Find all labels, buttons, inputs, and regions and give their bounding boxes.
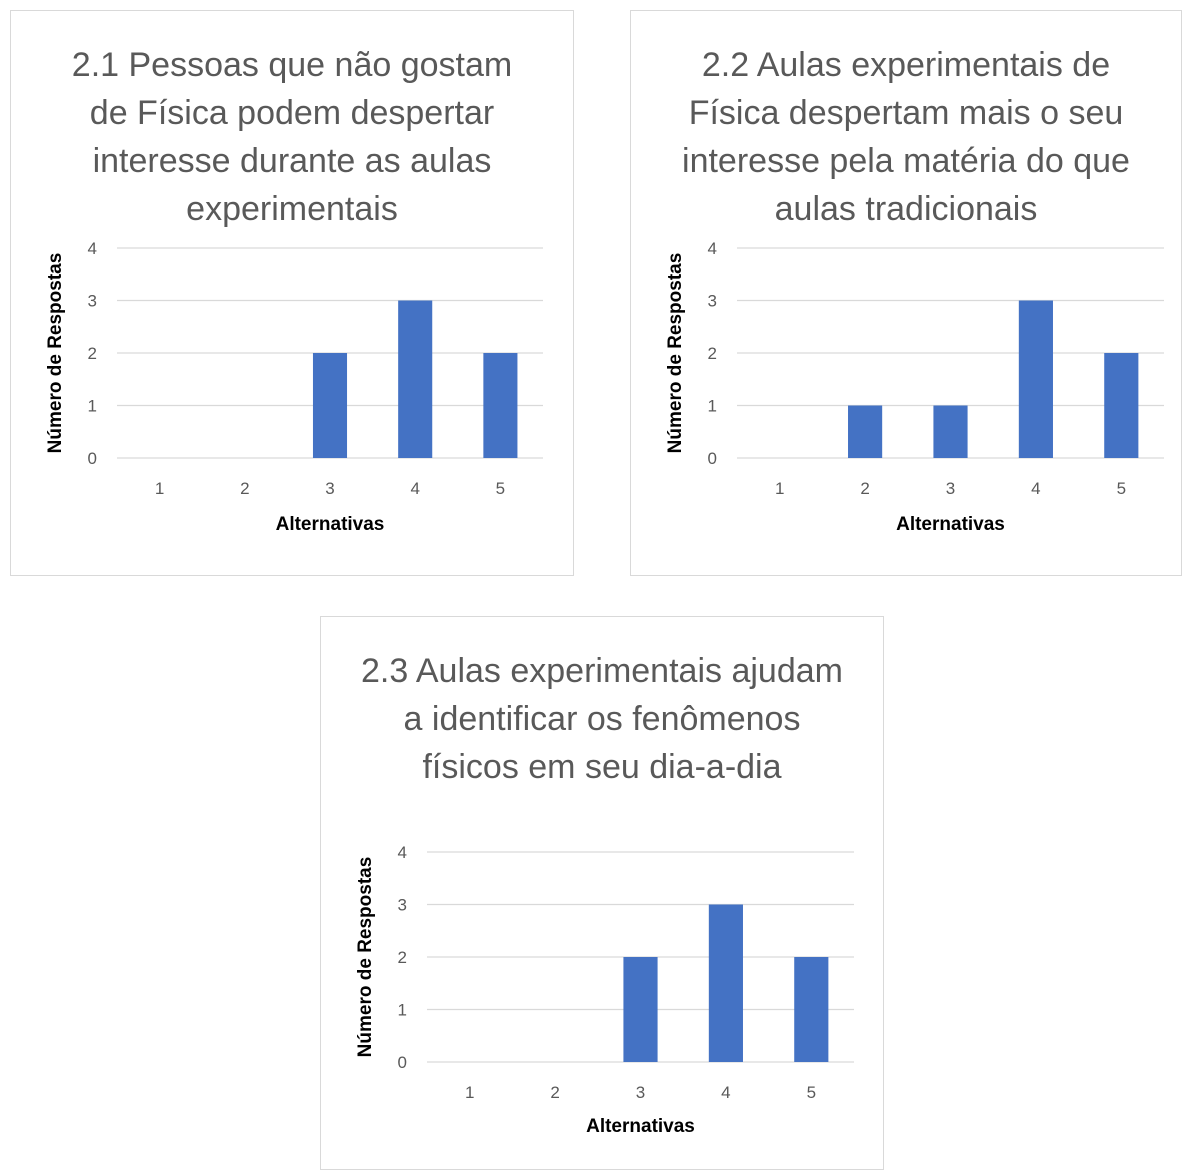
bar [1104, 353, 1139, 458]
y-tick-label: 4 [398, 843, 407, 862]
chart-panel-2-2: 2.2 Aulas experimentais de Física desper… [630, 10, 1182, 576]
chart-panel-2-1: 2.1 Pessoas que não gostam de Física pod… [10, 10, 574, 576]
x-tick-label: 2 [550, 1083, 559, 1102]
x-tick-label: 5 [496, 479, 505, 498]
y-axis-title: Número de Respostas [45, 253, 66, 454]
bar [312, 353, 348, 458]
y-tick-label: 3 [398, 896, 407, 915]
y-tick-label: 2 [398, 948, 407, 967]
y-tick-label: 4 [708, 239, 717, 258]
x-axis-title: Alternativas [586, 1116, 695, 1137]
x-tick-label: 1 [155, 479, 164, 498]
bar [483, 353, 518, 458]
x-tick-label: 4 [1031, 479, 1040, 498]
bar-chart: 0 1 2 3 4 1 2 3 4 5 Alternativas Número de Resposta… [355, 843, 854, 1137]
bar [933, 405, 968, 458]
x-tick-label: 5 [1117, 479, 1126, 498]
y-tick-label: 2 [88, 344, 97, 363]
y-tick-label: 3 [88, 292, 97, 311]
bar [1018, 300, 1053, 458]
y-tick-label: 1 [88, 397, 97, 416]
y-tick-label: 1 [398, 1001, 407, 1020]
y-tick-label: 2 [708, 344, 717, 363]
x-tick-label: 2 [860, 479, 869, 498]
chart-title: 2.2 Aulas experimentais de Física desper… [682, 46, 1130, 228]
bar [794, 957, 829, 1062]
x-tick-label: 1 [465, 1083, 474, 1102]
bar-chart: 0 1 2 3 4 1 2 3 4 5 Alternativas Número de Resposta… [665, 239, 1164, 535]
bar-chart: 0 1 2 3 4 1 2 3 4 5 Alternativas Número de Resposta… [45, 239, 543, 535]
x-tick-label: 4 [721, 1083, 730, 1102]
x-tick-label: 2 [240, 479, 249, 498]
bar [708, 904, 743, 1062]
bar [848, 405, 883, 458]
chart-panel-2-3: 2.3 Aulas experimentais ajudam a identif… [320, 616, 884, 1170]
y-tick-label: 0 [398, 1053, 407, 1072]
y-tick-label: 0 [88, 449, 97, 468]
y-tick-label: 4 [88, 239, 97, 258]
y-tick-label: 1 [708, 397, 717, 416]
x-tick-label: 3 [636, 1083, 645, 1102]
y-axis-title: Número de Respostas [355, 857, 376, 1058]
x-tick-label: 4 [410, 479, 419, 498]
y-tick-label: 3 [708, 292, 717, 311]
x-tick-label: 3 [325, 479, 334, 498]
x-tick-label: 5 [807, 1083, 816, 1102]
bar [623, 957, 658, 1062]
x-tick-label: 1 [775, 479, 784, 498]
x-tick-label: 3 [946, 479, 955, 498]
x-axis-title: Alternativas [896, 514, 1005, 535]
y-axis-title: Número de Respostas [665, 253, 686, 454]
y-tick-label: 0 [708, 449, 717, 468]
x-axis-title: Alternativas [276, 514, 385, 535]
chart-title: 2.3 Aulas experimentais ajudam a identif… [361, 652, 843, 786]
chart-title: 2.1 Pessoas que não gostam de Física pod… [71, 46, 513, 228]
bar [398, 300, 433, 458]
